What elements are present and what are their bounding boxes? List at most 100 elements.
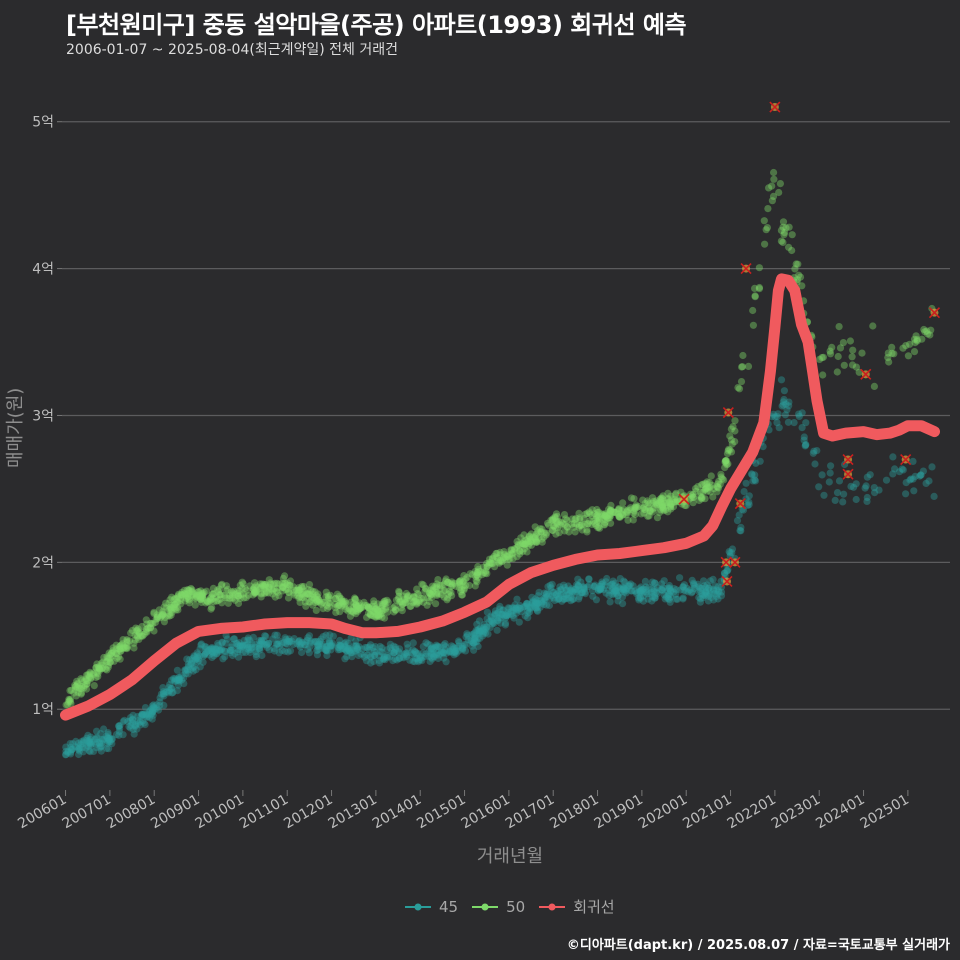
scatter-point [574,582,582,590]
scatter-point [366,641,375,649]
scatter-point [159,688,168,696]
scatter-point [375,608,383,616]
scatter-point [234,592,242,600]
scatter-point [557,585,565,593]
scatter-point [785,243,793,251]
scatter-point [147,619,155,628]
scatter-point [667,500,675,508]
scatter-point [180,680,188,688]
scatter-point [399,600,407,608]
scatter-point [249,586,258,594]
scatter-point [125,723,133,731]
scatter-point [625,582,633,590]
scatter-point [348,649,356,657]
scatter-point [336,646,344,654]
outlier-marker [734,498,746,510]
scatter-point [592,512,601,520]
scatter-point [304,645,312,654]
scatter-point [359,603,367,611]
scatter-point [229,651,237,660]
scatter-point [484,630,492,638]
scatter-point [490,619,498,628]
scatter-point [182,594,190,602]
scatter-point [923,327,931,335]
scatter-point [209,594,217,603]
scatter-point [615,512,623,521]
scatter-point [367,653,375,661]
outlier-marker [740,263,752,275]
scatter-point [526,535,534,543]
scatter-point [352,602,360,611]
scatter-point [524,603,532,611]
scatter-point [590,582,599,591]
scatter-point [679,583,687,591]
scatter-point [524,542,532,550]
scatter-point [425,652,433,661]
scatter-point [262,632,270,641]
scatter-point [473,568,481,577]
scatter-point [470,630,478,638]
scatter-point [512,605,520,613]
scatter-point [115,645,124,653]
scatter-point [93,660,101,668]
scatter-point [366,610,374,619]
scatter-point [671,590,680,598]
scatter-point [482,629,490,637]
scatter-point [167,605,175,613]
scatter-point [293,586,301,594]
scatter-point [281,572,289,580]
scatter-point [520,537,528,545]
scatter-point [234,653,243,661]
scatter-point [639,504,647,512]
scatter-point [374,606,382,614]
scatter-point [590,510,599,518]
scatter-point [250,586,258,594]
scatter-point [571,516,579,524]
scatter-point [323,651,331,660]
scatter-point [542,590,550,599]
scatter-point [92,740,100,748]
scatter-point [372,605,380,613]
scatter-point [432,600,440,608]
scatter-point [664,494,672,503]
scatter-point [728,545,737,553]
scatter-point [461,647,470,655]
scatter-point [835,477,844,485]
scatter-point [773,413,781,421]
outlier-marker [678,493,690,505]
scatter-point [244,591,253,599]
scatter-point [626,504,635,512]
scatter-point [265,576,273,584]
scatter-point [677,488,685,496]
scatter-point [151,618,159,627]
scatter-point [638,586,647,594]
scatter-point [473,620,481,628]
scatter-point [141,721,149,729]
scatter-point [228,594,236,602]
scatter-point [444,590,453,598]
scatter-point [551,524,559,532]
scatter-point [175,590,183,598]
scatter-point [472,626,480,634]
regression-polyline [60,273,940,721]
scatter-point [527,603,535,612]
scatter-point [777,237,786,245]
scatter-point [306,592,314,600]
scatter-point [147,710,155,718]
scatter-point [185,596,193,604]
scatter-point [664,592,672,601]
scatter-point [221,647,229,655]
scatter-point [258,580,267,588]
scatter-point [702,590,710,598]
scatter-point [175,677,183,685]
scatter-point [128,715,137,723]
scatter-point [614,591,622,600]
scatter-point [222,587,230,595]
scatter-point [346,612,355,620]
scatter-point [116,645,125,653]
scatter-point [184,593,192,601]
scatter-point [577,589,586,597]
scatter-point [364,603,372,612]
scatter-point [395,654,403,662]
scatter-point [495,614,503,622]
